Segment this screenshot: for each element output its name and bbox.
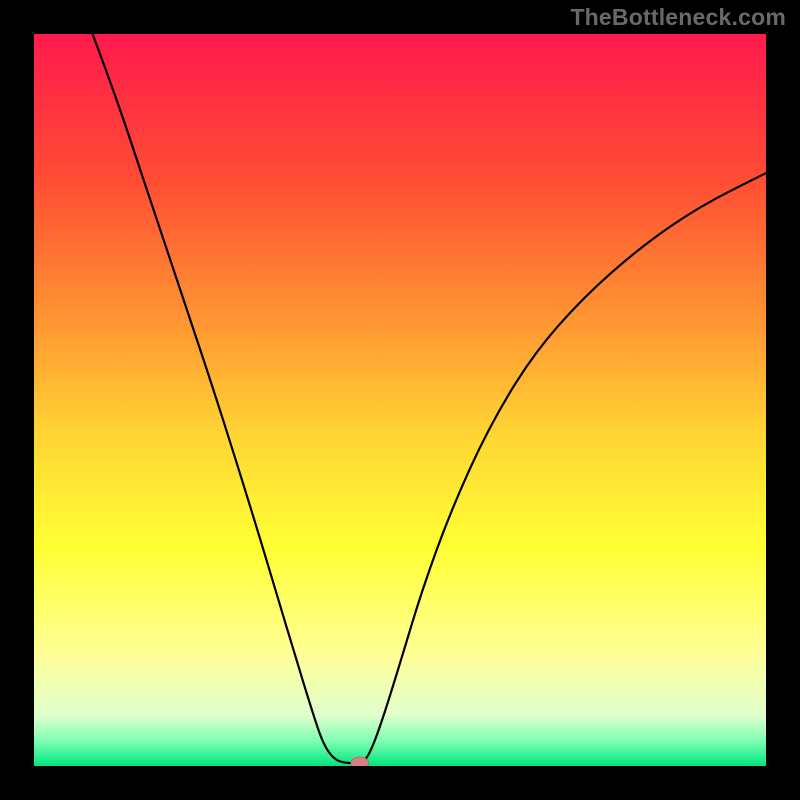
gradient-background bbox=[34, 34, 766, 766]
chart-plot-area bbox=[34, 34, 766, 766]
watermark-text: TheBottleneck.com bbox=[570, 4, 786, 31]
optimum-marker bbox=[351, 757, 369, 766]
chart-frame: TheBottleneck.com bbox=[0, 0, 800, 800]
